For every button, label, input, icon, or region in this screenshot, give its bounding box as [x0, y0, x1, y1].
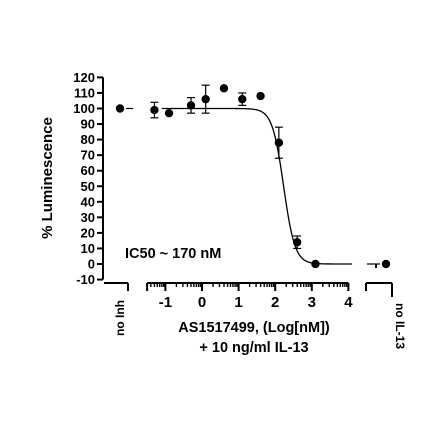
data-point — [256, 91, 265, 101]
data-point — [274, 126, 284, 159]
data-points — [150, 84, 320, 269]
axis-break-segments — [104, 264, 393, 297]
y-tick-label: 30 — [81, 210, 95, 225]
point-marker — [150, 105, 159, 115]
fit-curve — [161, 107, 353, 265]
x-tick-label: 3 — [308, 294, 316, 311]
control-point-no-il13 — [381, 259, 391, 269]
point-marker — [256, 91, 265, 101]
y-tick-label: 0 — [88, 257, 95, 272]
y-tick-label: -10 — [76, 272, 95, 287]
y-tick-label: 90 — [81, 117, 95, 132]
point-marker — [219, 84, 229, 93]
data-point — [150, 101, 159, 119]
data-point — [201, 84, 210, 114]
y-tick-label: 20 — [81, 225, 95, 240]
control-label-no-il13: no IL-13 — [393, 303, 407, 349]
fit-curve-path — [161, 107, 353, 265]
data-point — [238, 92, 247, 106]
ic50-annotation: IC50 ~ 170 nM — [125, 246, 221, 262]
point-marker — [274, 138, 284, 147]
point-marker — [238, 94, 247, 104]
x-tick-label: 1 — [234, 294, 242, 311]
data-point — [164, 108, 174, 118]
x-tick-label: 2 — [271, 294, 279, 311]
y-tick-label: 10 — [81, 241, 95, 256]
point-marker — [292, 238, 302, 247]
y-tick-label: 120 — [73, 70, 95, 85]
point-marker — [311, 259, 320, 269]
point-marker — [186, 101, 196, 110]
data-point — [292, 235, 302, 250]
data-point — [186, 97, 196, 114]
x-tick-label: 4 — [344, 294, 353, 311]
x-axis: -1 0 1 2 3 4 — [146, 282, 353, 311]
x-axis-label-2: + 10 ng/ml IL-13 — [199, 340, 308, 356]
control-point-no-inh — [115, 104, 125, 113]
y-tick-label: 60 — [81, 163, 95, 178]
y-axis-label: % Luminescence — [39, 117, 56, 239]
data-point — [311, 259, 320, 269]
x-tick-label: -1 — [159, 294, 172, 311]
data-point — [219, 84, 229, 93]
y-tick-label: 40 — [81, 194, 95, 209]
y-tick-label: 110 — [74, 85, 95, 100]
y-tick-label: 50 — [81, 179, 95, 194]
y-tick-label: 100 — [73, 101, 95, 116]
control-points: no Inh no IL-13 — [113, 104, 407, 349]
point-marker — [201, 94, 210, 104]
x-tick-label: 0 — [198, 294, 206, 311]
y-tick-label: 80 — [81, 132, 95, 147]
point-marker — [164, 108, 174, 118]
control-label-no-inh: no Inh — [113, 300, 127, 336]
x-axis-label: AS1517499, (Log[nM]) — [178, 320, 330, 336]
y-tick-label: 70 — [81, 148, 95, 163]
